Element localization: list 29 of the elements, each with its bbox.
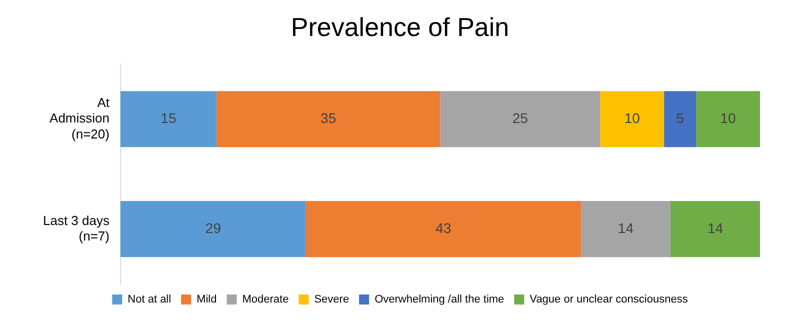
bar bbox=[664, 91, 696, 148]
legend-label: Overwhelming /all the time bbox=[374, 294, 504, 306]
bar bbox=[670, 201, 760, 258]
legend-label: Moderate bbox=[242, 294, 289, 306]
data-label: 43 bbox=[436, 220, 452, 236]
bar bbox=[120, 91, 216, 148]
data-label: 10 bbox=[720, 110, 736, 126]
bar bbox=[120, 201, 306, 258]
bar bbox=[440, 91, 600, 148]
data-label: 25 bbox=[512, 110, 528, 126]
bar bbox=[216, 91, 440, 148]
legend-label: Mild bbox=[196, 294, 217, 306]
data-label: 35 bbox=[320, 110, 336, 126]
data-label: 14 bbox=[707, 220, 724, 236]
data-label: 14 bbox=[618, 220, 634, 236]
data-label: 15 bbox=[160, 110, 176, 126]
bar bbox=[600, 91, 664, 148]
legend-label: Severe bbox=[314, 294, 350, 306]
legend-label: Not at all bbox=[128, 294, 172, 306]
y-tick-label: Last 3 days (n=7) bbox=[42, 212, 110, 244]
chart-title: Prevalence of Pain bbox=[290, 12, 510, 42]
legend-label: Vague or unclear consciousness bbox=[530, 294, 688, 306]
bar bbox=[306, 201, 581, 258]
data-label: 5 bbox=[676, 110, 684, 126]
bar bbox=[696, 91, 760, 148]
bar bbox=[580, 201, 670, 258]
data-label: 10 bbox=[624, 110, 640, 126]
data-label: 29 bbox=[205, 220, 222, 236]
y-tick-label: At Admission (n=20) bbox=[50, 95, 110, 142]
